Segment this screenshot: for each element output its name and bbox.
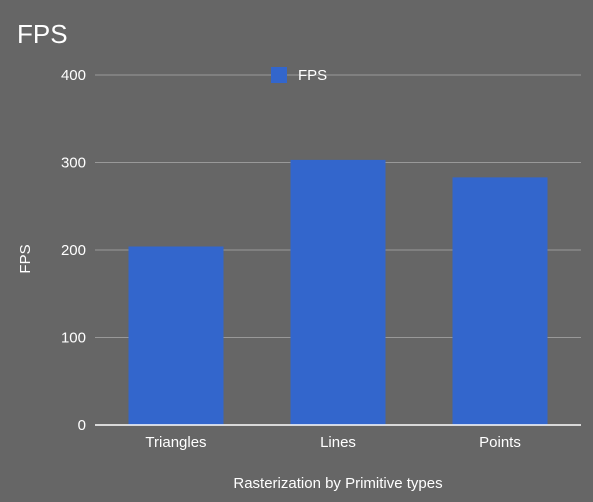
legend[interactable]: FPS <box>271 67 327 84</box>
chart-title: FPS <box>17 19 68 49</box>
y-tick-label: 300 <box>61 155 86 172</box>
bar-points[interactable] <box>452 177 548 425</box>
y-tick-label: 100 <box>61 330 86 347</box>
y-axis-tick-labels: 0 100 200 300 400 <box>61 67 86 434</box>
bars <box>128 159 548 426</box>
legend-label-fps: FPS <box>298 67 327 84</box>
x-tick-label-triangles: Triangles <box>145 434 206 451</box>
y-tick-label: 400 <box>61 67 86 84</box>
y-axis-label: FPS <box>17 244 34 273</box>
bar-lines[interactable] <box>290 159 386 425</box>
y-tick-label: 0 <box>78 417 86 434</box>
x-axis-tick-labels: Triangles Lines Points <box>145 434 520 451</box>
y-tick-label: 200 <box>61 242 86 259</box>
x-tick-label-lines: Lines <box>320 434 356 451</box>
x-axis-label: Rasterization by Primitive types <box>233 475 442 492</box>
legend-swatch <box>271 67 287 83</box>
x-tick-label-points: Points <box>479 434 521 451</box>
bar-triangles[interactable] <box>128 246 224 426</box>
